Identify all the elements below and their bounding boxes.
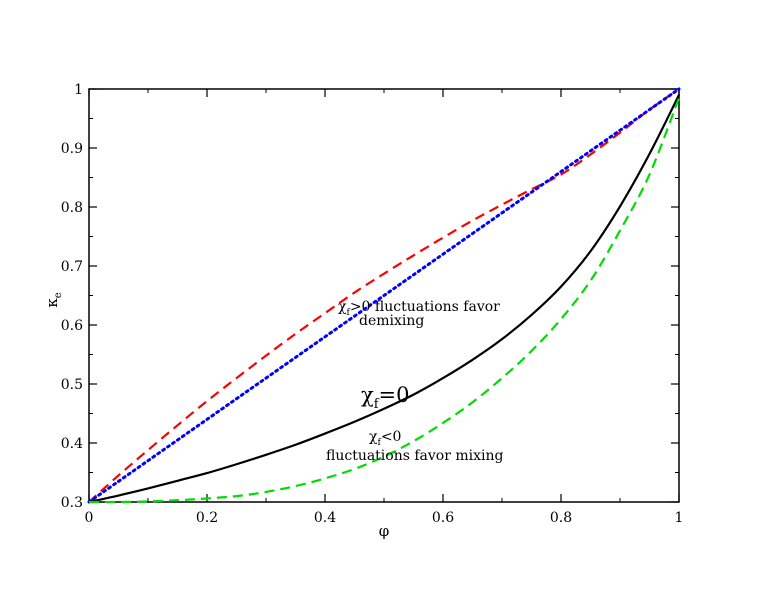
series-line-black-solid (88, 94, 680, 504)
x-tick-label: 0.2 (196, 510, 218, 526)
y-tick-label: 0.3 (61, 495, 83, 511)
annotation-zero-chi: χf=0 (361, 383, 410, 412)
x-axis-label: φ (379, 522, 390, 540)
axis-ticks (88, 88, 680, 503)
x-tick-label: 0.4 (314, 510, 336, 526)
annotation-zero-chi-sub: f (374, 397, 380, 412)
y-axis-label-sub: e (53, 292, 64, 298)
y-axis-label: κe (43, 292, 64, 307)
series-line-blue-dotted (87, 87, 681, 504)
annotation-positive-chi-main: χ (338, 299, 347, 315)
annotation-negative-chi-sub: f (377, 438, 381, 448)
y-axis-label-main: κ (43, 298, 61, 308)
annotation-demixing: demixing (359, 313, 424, 329)
x-tick-label: 1 (675, 510, 684, 526)
annotation-positive-chi: χf>0 fluctuations favor (338, 299, 500, 318)
y-tick-label: 0.5 (61, 377, 83, 393)
annotation-mixing: fluctuations favor mixing (326, 448, 504, 464)
annotation-zero-chi-main: χ (361, 383, 374, 407)
x-tick-label: 0.8 (550, 510, 572, 526)
y-tick-label: 0.8 (61, 200, 83, 216)
series-line-green-dashed (88, 97, 681, 504)
annotation-negative-chi-rest: <0 (381, 429, 402, 445)
annotation-negative-chi: χf<0 (369, 429, 401, 448)
axis-tick-labels: 0 0.2 0.4 0.6 0.8 1 0.3 0.4 0.5 0.6 0.7 0.8 0.9 1 (61, 82, 684, 526)
y-tick-label: 1 (74, 82, 83, 98)
annotation-zero-chi-rest: =0 (379, 383, 410, 407)
y-tick-label: 0.6 (61, 318, 83, 334)
y-tick-label: 0.7 (61, 259, 83, 275)
series-line-red-dashed (88, 88, 680, 503)
x-tick-label: 0 (85, 510, 94, 526)
annotation-positive-chi-sub: f (346, 308, 350, 318)
annotation-positive-chi-rest: >0 fluctuations favor (350, 299, 500, 315)
annotation-negative-chi-main: χ (369, 429, 378, 445)
series-lines (87, 87, 681, 504)
y-tick-label: 0.4 (61, 436, 83, 452)
y-tick-label: 0.9 (61, 141, 83, 157)
x-tick-label: 0.6 (432, 510, 454, 526)
